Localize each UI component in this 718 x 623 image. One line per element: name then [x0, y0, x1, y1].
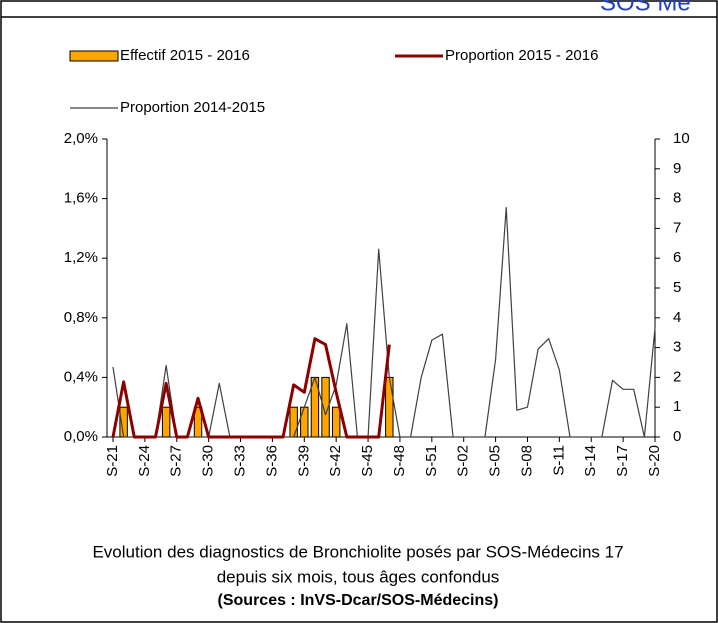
line [112, 206, 656, 438]
bar [300, 406, 309, 438]
y-tick-label: 0,4% [64, 368, 98, 385]
x-tick-label: S-45 [359, 445, 376, 477]
legend-label: Proportion 2014-2015 [120, 99, 265, 116]
legend-label: Effectif 2015 - 2016 [120, 47, 250, 64]
x-tick-label: S-14 [582, 445, 599, 477]
bar [161, 406, 171, 438]
y2-tick-label: 10 [673, 130, 690, 147]
legend-swatch [69, 50, 119, 62]
y2-tick-label: 2 [673, 368, 681, 385]
y2-tick-label: 7 [673, 219, 681, 236]
x-tick-label: S-39 [295, 445, 312, 477]
x-tick-label: S-02 [455, 445, 472, 477]
x-tick-label: S-51 [423, 445, 440, 477]
y2-tick-label: 3 [673, 339, 681, 356]
y-tick-label: 1,6% [64, 190, 98, 207]
bar [331, 406, 341, 438]
y2-tick-label: 8 [673, 190, 681, 207]
x-tick-label: S-08 [518, 445, 535, 477]
y-tick-label: 0,8% [64, 309, 98, 326]
x-tick-label: S-21 [104, 445, 121, 477]
x-tick-label: S-24 [136, 445, 153, 477]
x-tick-label: S-30 [200, 445, 217, 477]
y-tick-label: 0,0% [64, 428, 98, 445]
x-tick-label: S-33 [231, 445, 248, 477]
legend-label: Proportion 2015 - 2016 [445, 47, 598, 64]
bar [289, 406, 298, 438]
caption: depuis six mois, tous âges confondus [217, 567, 500, 586]
x-tick-label: S-27 [168, 445, 185, 477]
x-tick-label: S-20 [646, 445, 663, 477]
caption: Evolution des diagnostics de Bronchiolit… [92, 542, 623, 561]
x-tick-label: S-48 [391, 445, 408, 477]
bar [385, 376, 394, 438]
y2-tick-label: 4 [673, 309, 681, 326]
y2-tick-label: 5 [673, 279, 681, 296]
y2-tick-label: 0 [673, 428, 681, 445]
header-text: SOS Mé [600, 0, 691, 16]
x-tick-label: S-11 [550, 445, 567, 476]
x-tick-label: S-42 [327, 445, 344, 477]
line [111, 337, 391, 439]
y-tick-label: 1,2% [64, 249, 98, 266]
x-tick-label: S-36 [263, 445, 280, 477]
x-tick-label: S-05 [487, 445, 504, 477]
y2-tick-label: 9 [673, 160, 681, 177]
y2-tick-label: 6 [673, 249, 681, 266]
y2-tick-label: 1 [673, 398, 681, 415]
x-tick-label: S-17 [614, 445, 631, 477]
bar [321, 376, 330, 438]
source: (Sources : InVS-Dcar/SOS-Médecins) [218, 592, 499, 609]
y-tick-label: 2,0% [64, 130, 98, 147]
